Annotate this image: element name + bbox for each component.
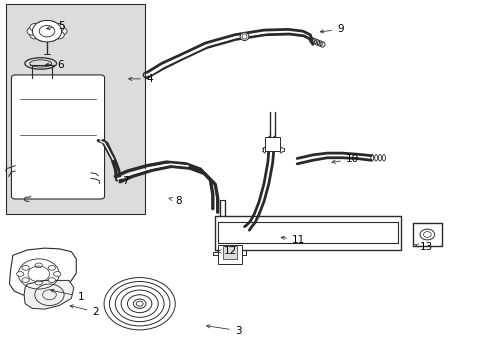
Text: 9: 9 <box>320 24 343 35</box>
Ellipse shape <box>54 272 61 276</box>
Text: 8: 8 <box>169 196 182 206</box>
FancyBboxPatch shape <box>11 75 104 199</box>
Text: 2: 2 <box>70 305 99 317</box>
Ellipse shape <box>17 272 24 276</box>
Bar <box>223 246 236 259</box>
Bar <box>5 4 144 214</box>
Bar <box>265 137 280 151</box>
Ellipse shape <box>48 278 55 282</box>
Text: 6: 6 <box>46 59 63 69</box>
Ellipse shape <box>37 33 48 41</box>
Text: 10: 10 <box>331 154 358 164</box>
Ellipse shape <box>35 280 42 285</box>
Text: 13: 13 <box>414 242 432 252</box>
Ellipse shape <box>22 266 29 270</box>
Ellipse shape <box>22 278 29 282</box>
Text: 1: 1 <box>50 289 84 302</box>
Ellipse shape <box>46 33 57 41</box>
Ellipse shape <box>37 21 48 29</box>
Polygon shape <box>9 248 76 297</box>
Circle shape <box>104 278 175 330</box>
Text: 5: 5 <box>46 21 65 31</box>
Text: 11: 11 <box>281 235 305 245</box>
Ellipse shape <box>56 27 67 35</box>
Ellipse shape <box>53 31 64 39</box>
Ellipse shape <box>35 263 42 268</box>
Ellipse shape <box>53 23 64 31</box>
Text: 7: 7 <box>122 176 128 186</box>
Ellipse shape <box>240 33 248 41</box>
Ellipse shape <box>30 31 41 39</box>
Ellipse shape <box>48 266 55 270</box>
Circle shape <box>32 21 61 42</box>
Bar <box>218 244 241 264</box>
Text: 4: 4 <box>128 74 152 84</box>
Ellipse shape <box>27 27 38 35</box>
Polygon shape <box>24 280 74 309</box>
Text: 12: 12 <box>218 246 237 256</box>
Circle shape <box>136 301 143 306</box>
Ellipse shape <box>30 23 41 31</box>
Ellipse shape <box>46 21 57 29</box>
Text: 3: 3 <box>206 325 241 336</box>
